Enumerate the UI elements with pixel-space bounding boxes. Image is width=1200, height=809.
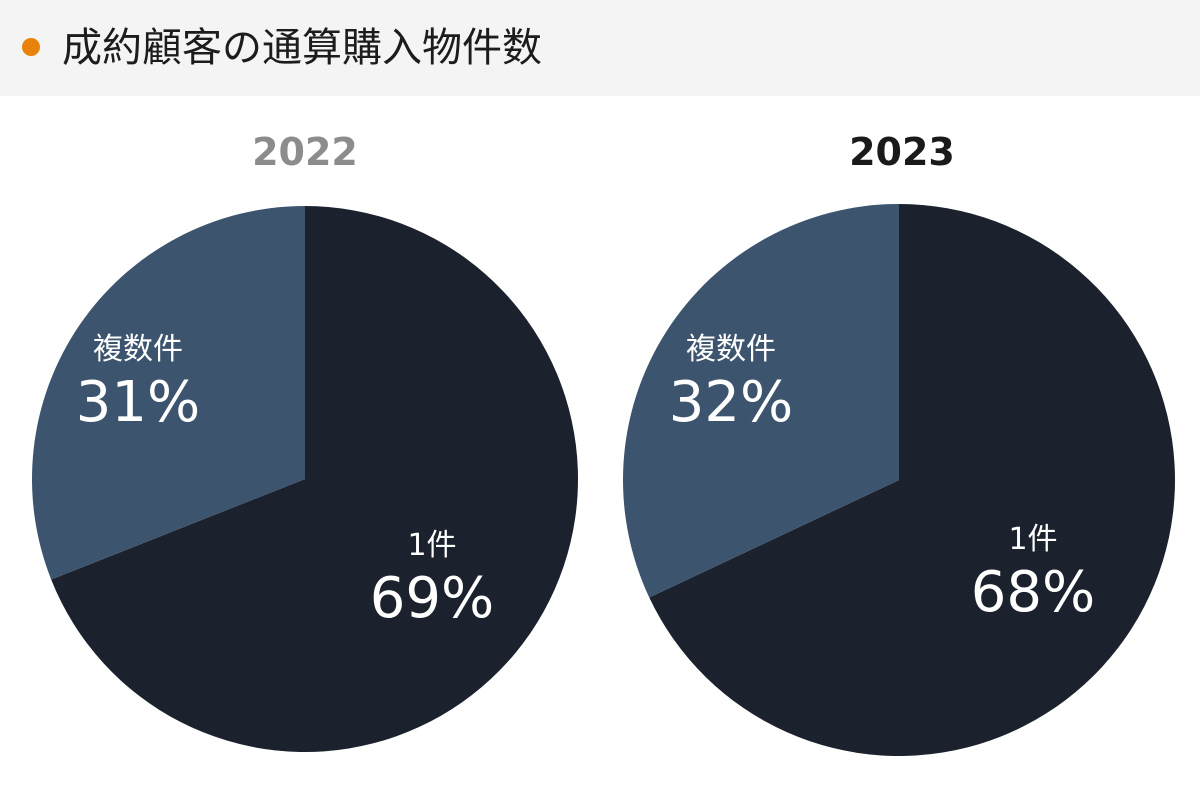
slice-label-multiple-2022: 複数件 31% <box>58 330 218 436</box>
pie-slice-single-2023 <box>649 204 1175 756</box>
page-title: 成約顧客の通算購入物件数 <box>62 25 542 71</box>
slice-name: 1件 <box>1008 522 1058 557</box>
slice-percent: 31% <box>75 370 201 435</box>
slice-label-single-2022: 1件 69% <box>352 526 512 632</box>
slice-name: 複数件 <box>93 332 183 367</box>
slice-percent: 69% <box>369 566 495 631</box>
chart-title-2023: 2023 <box>849 130 955 174</box>
slice-name: 1件 <box>407 528 457 563</box>
slice-label-single-2023: 1件 68% <box>953 520 1113 626</box>
slice-name: 複数件 <box>686 332 776 367</box>
bullet-icon <box>22 38 40 56</box>
header: 成約顧客の通算購入物件数 <box>0 0 1200 96</box>
pie-slice-multiple-2023 <box>623 204 899 598</box>
pie-slice-multiple-2022 <box>32 206 306 580</box>
slice-percent: 68% <box>970 560 1096 625</box>
pie-slice-single-2022 <box>51 206 578 752</box>
chart-title-2022: 2022 <box>252 130 358 174</box>
slice-label-multiple-2023: 複数件 32% <box>651 330 811 436</box>
pie-chart-2022 <box>32 206 578 752</box>
slice-percent: 32% <box>668 370 794 435</box>
